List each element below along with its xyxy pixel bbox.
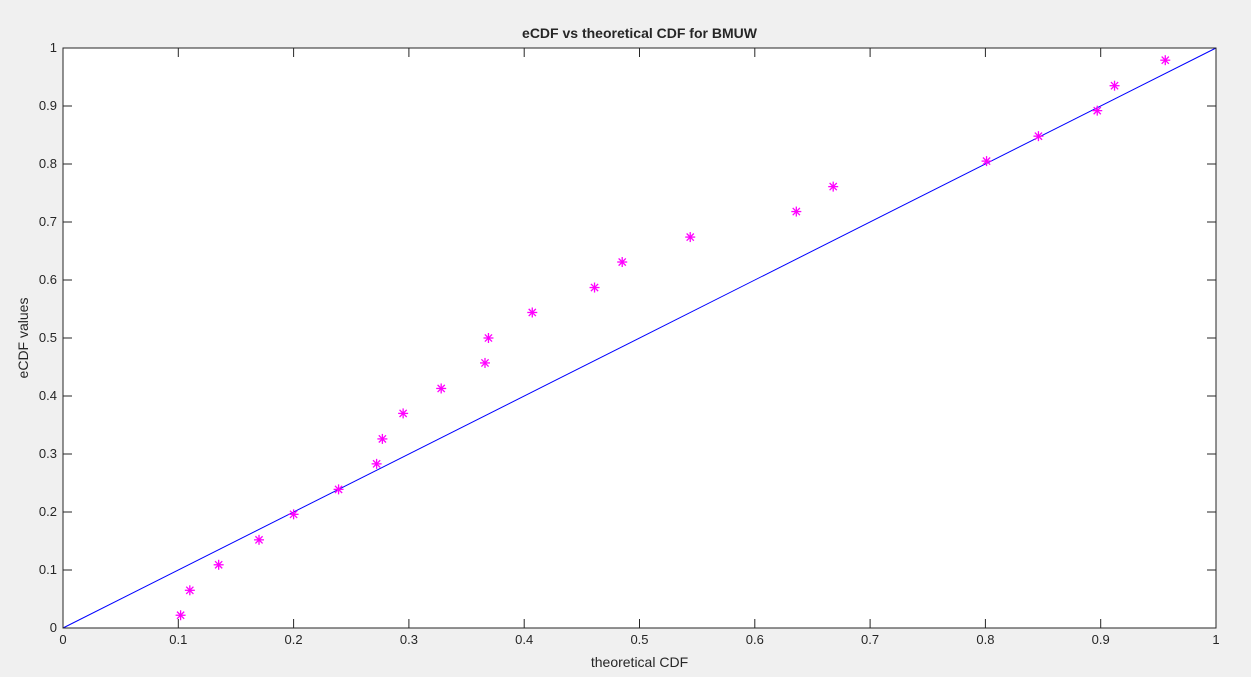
data-point [791,206,802,217]
data-point [483,333,494,343]
x-tick-label: 0.2 [285,632,303,647]
chart-title: eCDF vs theoretical CDF for BMUW [522,25,758,41]
data-point [333,484,344,495]
data-point [175,610,186,621]
data-point [213,559,224,570]
reference-line-layer [62,47,1217,629]
x-axis-label: theoretical CDF [591,654,688,670]
data-point [527,307,538,318]
data-point [828,181,839,192]
data-point [1160,55,1171,66]
y-tick-label: 1 [50,40,57,55]
y-tick-label: 0.3 [39,446,57,461]
data-point [436,383,447,394]
x-tick-label: 0.4 [515,632,533,647]
data-point [254,534,265,545]
x-tick-label: 0.3 [400,632,418,647]
data-point [184,585,195,596]
data-point [589,282,600,293]
y-tick-label: 0.4 [39,388,57,403]
y-tick-label: 0.6 [39,272,57,287]
data-point [377,433,388,444]
data-point [981,156,992,167]
y-tick-label: 0.9 [39,98,57,113]
x-tick-label: 0.1 [169,632,187,647]
x-tick-label: 0.6 [746,632,764,647]
y-axis-label: eCDF values [15,298,31,379]
x-tick-label: 1 [1212,632,1219,647]
y-tick-label: 0.5 [39,330,57,345]
y-tick-label: 0 [50,620,57,635]
x-tick-label: 0.7 [861,632,879,647]
data-point [479,357,490,368]
data-points-layer [175,55,1171,621]
data-point [1092,105,1103,116]
data-point [371,458,382,469]
y-tick-label: 0.8 [39,156,57,171]
y-tick-label: 0.1 [39,562,57,577]
data-point [617,257,628,268]
x-axis: 0 0.1 0.2 0.3 0.4 0.5 0.6 0.7 0.8 0.9 1 [59,48,1220,647]
y-tick-label: 0.7 [39,214,57,229]
data-point [288,509,299,520]
data-point [1109,80,1120,91]
data-point [398,408,409,419]
x-tick-label: 0 [59,632,66,647]
x-tick-label: 0.8 [976,632,994,647]
y-axis: 0 0.1 0.2 0.3 0.4 0.5 0.6 0.7 0.8 0.9 1 [39,40,1216,635]
x-tick-label: 0.9 [1092,632,1110,647]
reference-line [62,47,1217,629]
x-tick-label: 0.5 [630,632,648,647]
data-point [685,232,696,243]
y-tick-label: 0.2 [39,504,57,519]
data-point [1033,131,1044,142]
